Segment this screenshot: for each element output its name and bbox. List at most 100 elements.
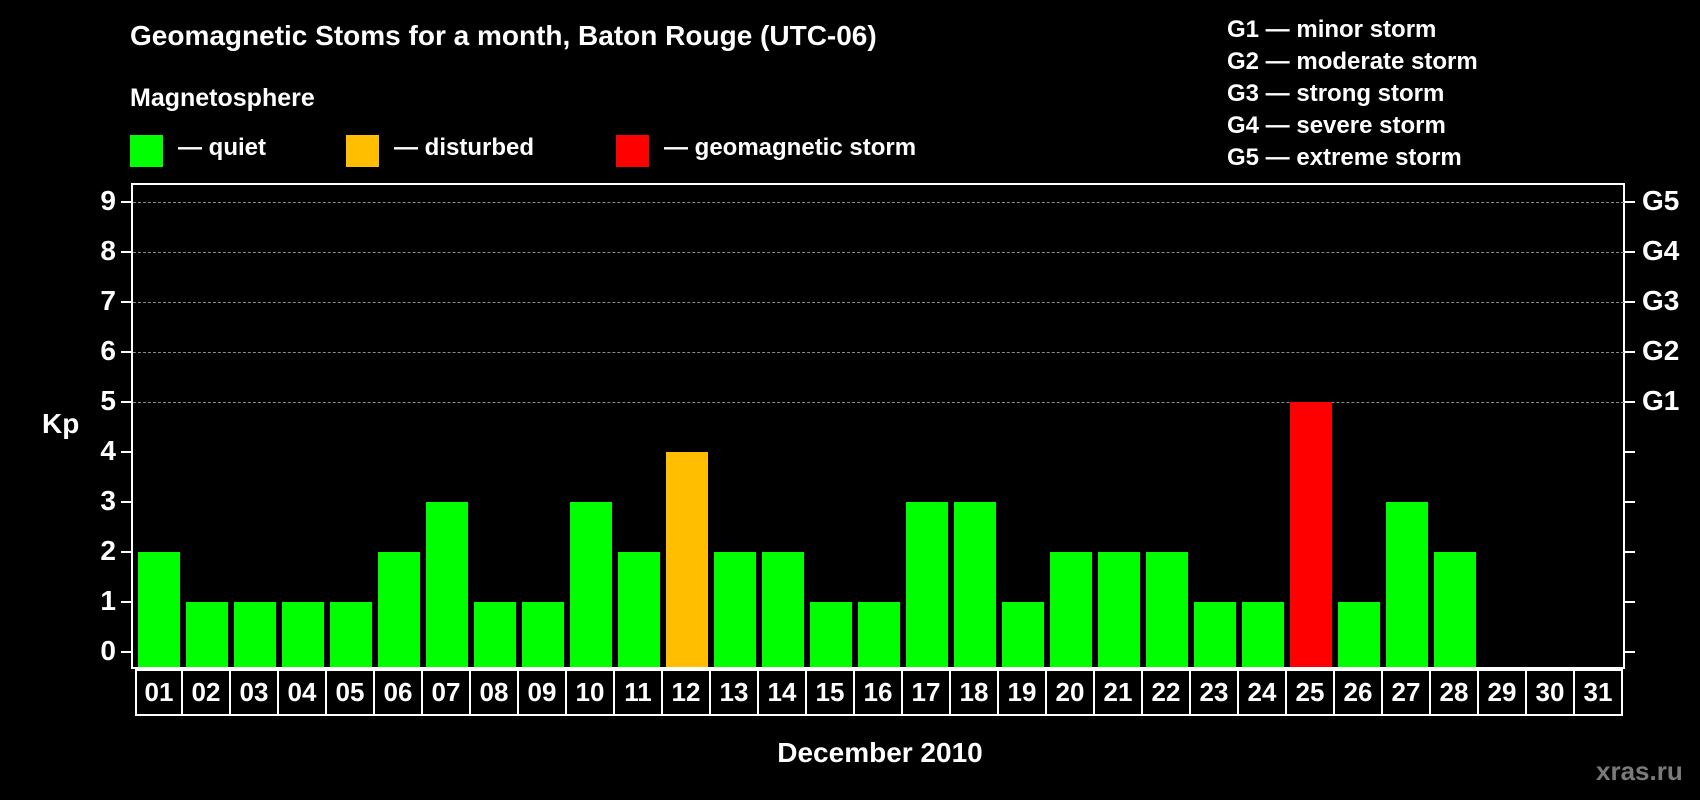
day-label: 28	[1431, 669, 1479, 716]
storm-level-label: G3	[1642, 285, 1680, 316]
bar-day-02	[186, 602, 228, 668]
y-tick-right	[1625, 551, 1635, 553]
y-tick	[121, 301, 131, 303]
y-tick-right	[1625, 451, 1635, 453]
gridline	[133, 302, 1624, 303]
watermark: xras.ru	[1596, 756, 1683, 786]
storm-scale-g5: G5 — extreme storm	[1227, 144, 1462, 171]
y-tick-label: 9	[100, 185, 116, 216]
y-tick	[121, 651, 131, 653]
day-label: 19	[999, 669, 1047, 716]
y-tick-right	[1625, 601, 1635, 603]
bar-day-01	[138, 552, 180, 668]
day-label: 05	[327, 669, 375, 716]
bar-day-20	[1050, 552, 1092, 668]
bar-day-12	[666, 452, 708, 668]
bar-day-14	[762, 552, 804, 668]
day-label: 13	[711, 669, 759, 716]
bar-day-25	[1290, 402, 1332, 668]
y-tick-label: 7	[100, 285, 116, 316]
y-tick	[121, 401, 131, 403]
storm-level-label: G2	[1642, 335, 1680, 366]
bar-day-17	[906, 502, 948, 668]
x-axis-line	[131, 667, 1625, 669]
day-label: 11	[615, 669, 663, 716]
y-tick	[121, 451, 131, 453]
legend-label-storm: — geomagnetic storm	[664, 134, 917, 161]
day-label: 22	[1143, 669, 1191, 716]
gridline	[133, 202, 1624, 203]
y-tick-right	[1625, 401, 1635, 403]
bar-day-06	[378, 552, 420, 668]
y-tick-label: 1	[100, 585, 116, 616]
bar-day-28	[1434, 552, 1476, 668]
bar-day-11	[618, 552, 660, 668]
y-tick	[121, 551, 131, 553]
day-label: 15	[807, 669, 855, 716]
y-tick-label: 2	[100, 535, 116, 566]
x-axis-label: December 2010	[777, 737, 983, 768]
day-label: 10	[567, 669, 615, 716]
day-label: 23	[1191, 669, 1239, 716]
bar-day-08	[474, 602, 516, 668]
storm-scale-g2: G2 — moderate storm	[1227, 48, 1478, 75]
day-label: 25	[1287, 669, 1335, 716]
y-tick	[121, 601, 131, 603]
day-label: 09	[519, 669, 567, 716]
day-label: 02	[183, 669, 231, 716]
day-label: 16	[855, 669, 903, 716]
day-label: 30	[1527, 669, 1575, 716]
y-tick	[121, 501, 131, 503]
day-label: 29	[1479, 669, 1527, 716]
bar-day-19	[1002, 602, 1044, 668]
y-tick-label: 8	[100, 235, 116, 266]
gridline	[133, 352, 1624, 353]
storm-level-label: G1	[1642, 385, 1680, 416]
legend-swatch-disturbed	[346, 135, 379, 167]
y-tick-right	[1625, 251, 1635, 253]
y-tick-right	[1625, 201, 1635, 203]
day-label: 08	[471, 669, 519, 716]
day-label: 12	[663, 669, 711, 716]
day-label: 03	[231, 669, 279, 716]
bar-day-26	[1338, 602, 1380, 668]
storm-level-label: G4	[1642, 235, 1680, 266]
bar-day-27	[1386, 502, 1428, 668]
y-tick-label: 3	[100, 485, 116, 516]
y-tick	[121, 251, 131, 253]
storm-scale-g3: G3 — strong storm	[1227, 80, 1445, 107]
plot-area	[131, 183, 1625, 668]
bar-day-05	[330, 602, 372, 668]
legend-swatch-quiet	[130, 135, 163, 167]
gridline	[133, 402, 1624, 403]
bar-day-09	[522, 602, 564, 668]
y-tick	[121, 351, 131, 353]
bar-day-10	[570, 502, 612, 668]
bar-day-22	[1146, 552, 1188, 668]
day-label: 21	[1095, 669, 1143, 716]
bar-day-13	[714, 552, 756, 668]
bar-day-21	[1098, 552, 1140, 668]
y-axis-label: Kp	[42, 408, 80, 439]
chart-title: Geomagnetic Stoms for a month, Baton Rou…	[130, 20, 877, 51]
day-label: 27	[1383, 669, 1431, 716]
storm-level-label: G5	[1642, 185, 1680, 216]
bar-day-16	[858, 602, 900, 668]
y-tick-right	[1625, 651, 1635, 653]
bar-day-07	[426, 502, 468, 668]
bar-day-18	[954, 502, 996, 668]
bar-day-15	[810, 602, 852, 668]
bar-day-24	[1242, 602, 1284, 668]
y-tick-right	[1625, 301, 1635, 303]
legend-label-disturbed: — disturbed	[394, 134, 535, 161]
y-tick-label: 0	[100, 635, 116, 666]
day-label: 14	[759, 669, 807, 716]
day-label: 20	[1047, 669, 1095, 716]
day-label: 04	[279, 669, 327, 716]
day-label: 24	[1239, 669, 1287, 716]
y-tick-label: 4	[100, 435, 116, 466]
day-label: 31	[1575, 669, 1623, 716]
storm-scale-g4: G4 — severe storm	[1227, 112, 1446, 139]
y-tick	[121, 201, 131, 203]
legend-swatch-storm	[616, 135, 649, 167]
